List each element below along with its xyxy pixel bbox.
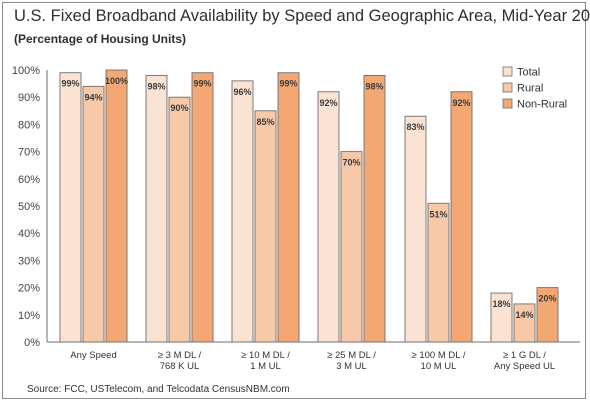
bar: [191, 72, 214, 343]
bar: [317, 91, 340, 343]
y-tick-label: 80%: [18, 119, 40, 131]
data-label: 99%: [61, 79, 79, 89]
source-note: Source: FCC, USTelecom, and Telcodata Ce…: [27, 384, 290, 395]
bar: [490, 292, 513, 343]
data-label: 98%: [365, 81, 383, 91]
data-label: 99%: [193, 79, 211, 89]
data-label: 96%: [233, 87, 251, 97]
y-tick-label: 50%: [18, 201, 40, 213]
category-label: ≥ 1 G DL /: [503, 350, 546, 361]
data-label: 100%: [105, 76, 128, 86]
bar: [340, 151, 363, 343]
bar: [105, 69, 128, 343]
category-label: 768 K UL: [160, 361, 200, 372]
y-tick-label: 0%: [24, 337, 40, 349]
data-label: 83%: [406, 122, 424, 132]
bar: [404, 115, 427, 343]
category-label: Any Speed UL: [494, 361, 555, 372]
bar: [277, 72, 300, 343]
legend-swatch: [502, 66, 513, 77]
data-label: 99%: [279, 79, 297, 89]
category-label: 3 M UL: [336, 361, 367, 372]
bar: [145, 74, 168, 343]
data-label: 85%: [256, 117, 274, 127]
category-label: ≥ 25 M DL /: [327, 350, 376, 361]
legend-label: Non-Rural: [517, 99, 567, 111]
bar: [231, 80, 254, 343]
data-label: 94%: [84, 92, 102, 102]
y-tick-label: 70%: [18, 147, 40, 159]
data-label: 70%: [342, 158, 360, 168]
y-tick-label: 30%: [18, 255, 40, 267]
legend-swatch: [502, 98, 513, 109]
y-tick-label: 10%: [18, 310, 40, 322]
bar: [363, 74, 386, 343]
data-label: 92%: [319, 98, 337, 108]
bar: [168, 96, 191, 343]
bar: [536, 287, 559, 343]
y-tick-label: 100%: [12, 65, 40, 77]
data-label: 20%: [538, 294, 556, 304]
bar: [82, 85, 105, 343]
data-label: 92%: [452, 98, 470, 108]
category-label: Any Speed: [70, 350, 116, 361]
data-label: 90%: [170, 103, 188, 113]
chart-subtitle: (Percentage of Housing Units): [14, 32, 187, 46]
category-label: 10 M UL: [421, 361, 457, 372]
y-tick-label: 20%: [18, 283, 40, 295]
data-label: 14%: [515, 310, 533, 320]
category-label: 1 M UL: [250, 361, 281, 372]
bar: [427, 202, 450, 343]
y-tick-label: 40%: [18, 228, 40, 240]
category-label: ≥ 100 M DL /: [412, 350, 466, 361]
data-label: 18%: [492, 299, 510, 309]
data-label: 98%: [147, 81, 165, 91]
category-label: ≥ 10 M DL /: [241, 350, 290, 361]
legend-label: Total: [517, 67, 540, 79]
bar: [254, 110, 277, 343]
chart-title: U.S. Fixed Broadband Availability by Spe…: [14, 7, 590, 25]
data-label: 51%: [429, 209, 447, 219]
legend-label: Rural: [517, 83, 543, 95]
legend-swatch: [502, 82, 513, 93]
y-tick-label: 60%: [18, 174, 40, 186]
bar: [513, 303, 536, 343]
bar: [59, 72, 82, 343]
y-tick-label: 90%: [18, 92, 40, 104]
bar: [450, 91, 473, 343]
category-label: ≥ 3 M DL /: [158, 350, 202, 361]
